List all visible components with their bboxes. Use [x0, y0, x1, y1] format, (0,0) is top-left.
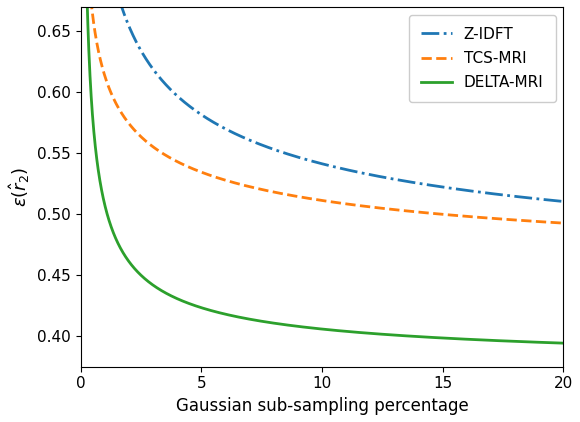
Legend: Z-IDFT, TCS-MRI, DELTA-MRI: Z-IDFT, TCS-MRI, DELTA-MRI	[409, 15, 556, 103]
DELTA-MRI	[546, 340, 553, 345]
Z-IDFT	[546, 197, 553, 203]
Z-IDFT	[560, 199, 567, 204]
DELTA-MRI	[300, 325, 307, 330]
Z-IDFT	[313, 160, 320, 165]
Z-IDFT	[546, 197, 553, 203]
TCS-MRI	[103, 79, 110, 84]
DELTA-MRI	[103, 210, 110, 215]
DELTA-MRI	[560, 341, 567, 346]
TCS-MRI	[313, 197, 320, 202]
TCS-MRI	[546, 220, 553, 225]
TCS-MRI	[458, 214, 465, 219]
Line: TCS-MRI: TCS-MRI	[82, 0, 563, 223]
Line: DELTA-MRI: DELTA-MRI	[82, 0, 563, 343]
DELTA-MRI	[546, 340, 553, 345]
Z-IDFT	[458, 187, 465, 192]
Z-IDFT	[300, 156, 307, 161]
Y-axis label: $\epsilon(\hat{r}_2)$: $\epsilon(\hat{r}_2)$	[7, 167, 32, 207]
Line: Z-IDFT: Z-IDFT	[82, 0, 563, 201]
DELTA-MRI	[313, 326, 320, 331]
DELTA-MRI	[458, 336, 465, 341]
TCS-MRI	[560, 221, 567, 226]
X-axis label: Gaussian sub-sampling percentage: Gaussian sub-sampling percentage	[176, 397, 469, 415]
TCS-MRI	[300, 195, 307, 200]
TCS-MRI	[546, 220, 553, 225]
